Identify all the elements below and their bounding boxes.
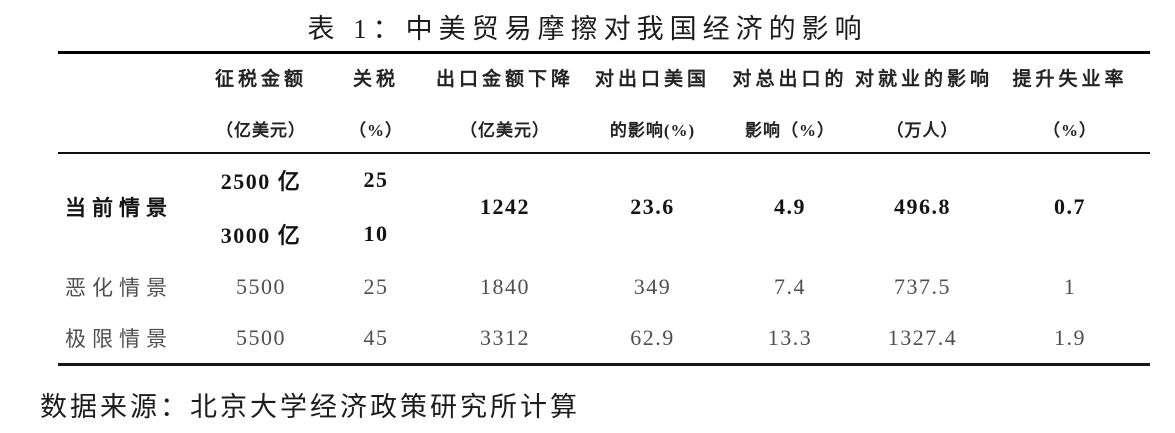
header-us-export-impact-label: 对出口美国 — [594, 69, 710, 91]
cell-current-tariff-1: 25 — [363, 167, 389, 192]
row-label-extreme-scenario: 极限情景 — [65, 326, 173, 351]
header-tariff: 关税 （%） — [322, 53, 430, 153]
header-tax-amount-unit: （亿美元） — [216, 121, 306, 141]
header-export-decline-label: 出口金额下降 — [435, 69, 574, 91]
cell-worse-total-export-impact: 7.4 — [774, 273, 806, 299]
header-tariff-label: 关税 — [352, 69, 399, 91]
row-current-scenario-b: 3000 亿 10 — [58, 207, 1150, 261]
cell-current-tax-amount-1: 2500 亿 — [220, 169, 302, 194]
header-tax-amount-label: 征税金额 — [214, 69, 307, 91]
cell-extreme-tax-amount: 5500 — [236, 324, 286, 350]
cell-worse-unemployment-rise: 1 — [1063, 273, 1077, 299]
header-empty-cell — [58, 53, 200, 153]
header-unemployment-rise-unit: （%） — [1043, 121, 1097, 141]
cell-current-unemployment-rise: 0.7 — [1054, 194, 1086, 219]
row-label-current-scenario: 当前情景 — [65, 196, 173, 220]
cell-current-total-export-impact: 4.9 — [774, 194, 806, 219]
row-label-worse-scenario: 恶化情景 — [65, 275, 173, 300]
cell-extreme-employment-impact: 1327.4 — [887, 324, 958, 350]
table-title: 表 1：中美贸易摩擦对我国经济的影响 — [307, 14, 868, 44]
trade-impact-table: 征税金额 （亿美元） 关税 （%） 出口金额下降 （亿美元） 对出口美国 的影响… — [58, 51, 1150, 366]
header-total-export-impact-label: 对总出口的 — [732, 69, 848, 91]
header-us-export-impact-unit: 的影响(%) — [609, 121, 696, 141]
cell-extreme-export-decline: 3312 — [480, 324, 530, 350]
cell-extreme-total-export-impact: 13.3 — [767, 324, 813, 350]
cell-current-tax-amount-2: 3000 亿 — [220, 222, 302, 248]
header-tariff-unit: （%） — [349, 121, 403, 141]
header-us-export-impact: 对出口美国 的影响(%) — [580, 53, 725, 153]
row-current-scenario-a: 当前情景 2500 亿 25 1242 23.6 4.9 496.8 0.7 — [58, 153, 1150, 220]
row-worse-scenario: 恶化情景 5500 25 1840 349 7.4 737.5 1 — [58, 261, 1150, 313]
cell-current-export-decline: 1242 — [480, 194, 530, 219]
header-employment-impact-unit: （万人） — [886, 121, 959, 141]
header-export-decline: 出口金额下降 （亿美元） — [430, 53, 580, 153]
header-employment-impact-label: 对就业的影响 — [855, 69, 994, 91]
header-export-decline-unit: （亿美元） — [460, 121, 550, 141]
row-extreme-scenario: 极限情景 5500 45 3312 62.9 13.3 1327.4 1.9 — [58, 313, 1150, 365]
cell-worse-export-decline: 1840 — [480, 273, 530, 299]
cell-extreme-us-export-impact: 62.9 — [630, 324, 675, 350]
cell-current-tariff-2: 10 — [363, 220, 389, 246]
header-unemployment-rise: 提升失业率 （%） — [990, 53, 1150, 153]
header-total-export-impact: 对总出口的 影响（%） — [725, 53, 855, 153]
cell-worse-us-export-impact: 349 — [633, 273, 672, 299]
cell-current-employment-impact: 496.8 — [894, 194, 951, 219]
header-total-export-impact-unit: 影响（%） — [745, 121, 835, 141]
cell-extreme-unemployment-rise: 1.9 — [1054, 324, 1086, 350]
cell-worse-tariff: 25 — [363, 273, 389, 299]
header-tax-amount: 征税金额 （亿美元） — [200, 53, 322, 153]
data-source-note: 数据来源：北京大学经济政策研究所计算 — [40, 392, 580, 422]
header-unemployment-rise-label: 提升失业率 — [1012, 69, 1128, 91]
header-employment-impact: 对就业的影响 （万人） — [855, 53, 990, 153]
cell-current-us-export-impact: 23.6 — [630, 194, 675, 219]
header-row: 征税金额 （亿美元） 关税 （%） 出口金额下降 （亿美元） 对出口美国 的影响… — [58, 53, 1150, 153]
cell-worse-employment-impact: 737.5 — [894, 273, 951, 299]
cell-extreme-tariff: 45 — [363, 324, 389, 350]
cell-worse-tax-amount: 5500 — [236, 273, 286, 299]
